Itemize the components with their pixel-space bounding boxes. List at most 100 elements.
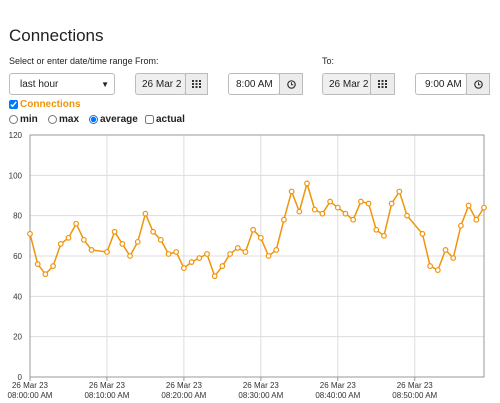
data-point (327, 198, 334, 205)
page-title: Connections (9, 26, 104, 45)
x-tick-label: 26 Mar 23 08:20:00 AM (161, 381, 206, 400)
range-label: Select or enter date/time range (9, 56, 133, 66)
clock-icon (473, 79, 483, 89)
data-point (165, 251, 172, 257)
to-date-value: 26 Mar 2 (329, 78, 369, 90)
data-point (111, 228, 118, 235)
data-point (427, 263, 434, 269)
range-select-value: last hour (20, 78, 59, 90)
data-point (150, 228, 157, 235)
data-point (319, 210, 326, 217)
x-tick-label: 26 Mar 23 08:10:00 AM (84, 381, 129, 400)
from-date[interactable]: 26 Mar 2 (135, 73, 186, 95)
x-tick-label-line: 26 Mar 23 (89, 381, 126, 390)
option-input[interactable] (89, 115, 98, 124)
x-tick-label-line: 08:10:00 AM (84, 391, 129, 400)
data-point (265, 253, 272, 259)
data-point (357, 198, 364, 205)
from-label: From: (135, 56, 159, 66)
data-point (365, 200, 372, 207)
data-point (27, 230, 33, 237)
data-point (304, 180, 310, 187)
to-label: To: (322, 56, 335, 66)
option-input[interactable] (145, 115, 154, 124)
data-point (450, 255, 457, 261)
option-label: actual (156, 114, 185, 125)
data-point (404, 212, 410, 219)
option-label: average (100, 114, 138, 125)
data-point (311, 206, 318, 213)
clock-button[interactable] (279, 73, 303, 95)
x-tick-label-line: 08:50:00 AM (392, 391, 437, 400)
to-time-value: 9:00 AM (425, 78, 462, 90)
y-tick-label: 120 (9, 131, 23, 140)
to-date[interactable]: 26 Mar 2 (322, 73, 371, 95)
option[interactable]: actual (145, 114, 185, 125)
option-input[interactable] (48, 115, 57, 124)
data-point (204, 251, 210, 257)
from-time[interactable]: 8:00 AM (228, 73, 280, 95)
data-point (442, 247, 449, 253)
data-point (419, 230, 426, 237)
calendar-button[interactable] (185, 73, 208, 95)
y-tick-label: 20 (13, 333, 22, 342)
y-tick-label: 60 (13, 252, 22, 261)
data-point (273, 247, 280, 253)
data-point (458, 222, 464, 229)
series-line (29, 180, 485, 278)
data-point (381, 232, 387, 239)
data-point (196, 255, 203, 261)
data-point (481, 204, 487, 211)
data-point (234, 245, 241, 251)
x-tick-label-line: 26 Mar 23 (166, 381, 203, 390)
data-point (473, 216, 480, 223)
x-tick-label: 26 Mar 23 08:40:00 AM (315, 381, 360, 400)
series-toggle[interactable]: Connections (9, 99, 81, 110)
data-point (57, 240, 64, 247)
data-point (180, 265, 187, 272)
data-point (142, 210, 149, 217)
from-time-value: 8:00 AM (236, 78, 273, 90)
data-point (219, 263, 226, 269)
data-point (242, 249, 249, 255)
data-point (104, 249, 110, 255)
from-date-value: 26 Mar 2 (142, 78, 182, 90)
x-tick-label-line: 08:30:00 AM (238, 391, 283, 400)
data-point (342, 210, 349, 217)
option[interactable]: average (89, 114, 138, 125)
dropdown-arrow: ▼ (101, 79, 109, 89)
y-tick-label: 80 (13, 212, 22, 221)
data-point (50, 263, 56, 269)
data-point (80, 236, 87, 243)
y-tick-label: 40 (13, 292, 22, 301)
data-point (388, 200, 395, 207)
data-point (396, 188, 403, 195)
data-point (281, 216, 287, 223)
option-input[interactable] (9, 115, 18, 124)
data-point (296, 208, 303, 215)
data-point (134, 238, 141, 245)
option[interactable]: max (48, 114, 79, 125)
data-point (334, 204, 341, 211)
data-point (119, 240, 126, 247)
series-name: Connections (20, 99, 81, 110)
data-point (211, 273, 218, 280)
series-checkbox[interactable] (9, 100, 18, 109)
option[interactable]: min (9, 114, 38, 125)
data-point (350, 216, 357, 223)
calendar-icon (192, 80, 201, 88)
data-point (88, 247, 95, 253)
data-point (157, 236, 164, 243)
data-point (434, 267, 441, 274)
range-select[interactable]: last hour ▼ (9, 73, 115, 95)
calendar-button[interactable] (370, 73, 395, 95)
x-tick-label-line: 26 Mar 23 (320, 381, 357, 390)
clock-button[interactable] (466, 73, 490, 95)
x-tick-label: 26 Mar 23 08:00:00 AM (8, 381, 53, 400)
data-point (34, 261, 41, 267)
to-time[interactable]: 9:00 AM (415, 73, 467, 95)
data-point (73, 220, 80, 227)
x-tick-label-line: 08:00:00 AM (8, 391, 53, 400)
data-point (65, 234, 72, 241)
